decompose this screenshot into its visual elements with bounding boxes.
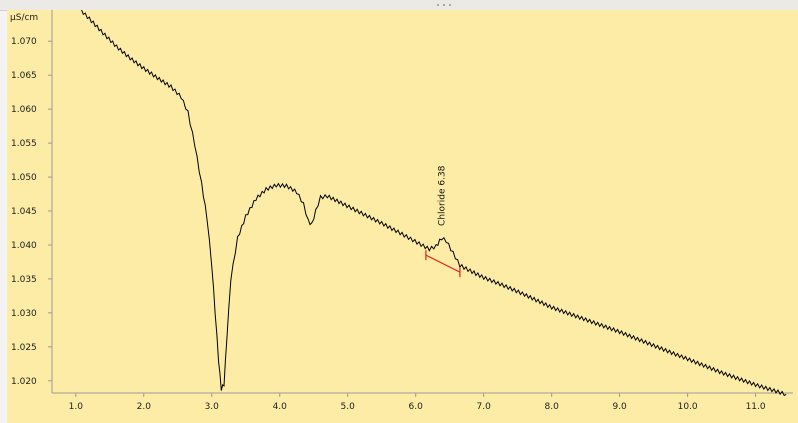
x-tick-label: 5.0	[341, 402, 356, 412]
y-tick-label: 1.040	[11, 241, 37, 251]
x-tick-label: 6.0	[409, 402, 424, 412]
y-tick-label: 1.030	[11, 309, 37, 319]
x-tick-label: 3.0	[205, 402, 220, 412]
x-tick-label: 8.0	[545, 402, 560, 412]
y-tick-label: 1.065	[11, 71, 37, 81]
y-tick-label: 1.045	[11, 207, 37, 217]
y-tick-label: 1.055	[11, 139, 37, 149]
y-tick-label: 1.050	[11, 173, 37, 183]
splitter-grip-handle[interactable]	[437, 4, 455, 8]
chromatogram-chart[interactable]: µS/cm 1.020 1.025 1.030 1.035 1.040 1.045 1.05…	[7, 10, 798, 423]
y-tick-label: 1.070	[11, 37, 37, 47]
y-ticks: 1.020 1.025 1.030 1.035 1.040 1.045 1.050 1.055…	[11, 37, 52, 387]
chromatogram-plot: µS/cm 1.0201.0251.0301.0351.0401.0451.05…	[10, 10, 793, 412]
y-axis-unit-label: µS/cm	[10, 13, 38, 23]
x-tick-label: 7.0	[477, 402, 492, 412]
conductivity-trace	[81, 10, 787, 397]
x-ticks: 1.0 2.0 3.0 4.0 5.0 6.0 7.0 8.0 9.0 10.0 11.0	[69, 393, 766, 412]
axes: µS/cm	[10, 10, 793, 394]
peak-baseline	[425, 254, 461, 273]
y-tick-label: 1.060	[11, 105, 37, 115]
x-tick-label: 10.0	[678, 402, 698, 412]
y-tick-label: 1.025	[11, 343, 37, 353]
annotation-layer: Chloride 6.38	[425, 165, 461, 278]
y-tick-label: 1.020	[11, 377, 37, 387]
x-tick-label: 2.0	[137, 402, 152, 412]
x-tick-label: 9.0	[612, 402, 627, 412]
series-layer	[81, 10, 787, 397]
x-tick-label: 4.0	[273, 402, 288, 412]
peak-label: Chloride 6.38	[438, 165, 448, 226]
x-tick-label: 1.0	[69, 402, 84, 412]
x-tick-label: 11.0	[746, 402, 766, 412]
y-tick-label: 1.035	[11, 275, 37, 285]
